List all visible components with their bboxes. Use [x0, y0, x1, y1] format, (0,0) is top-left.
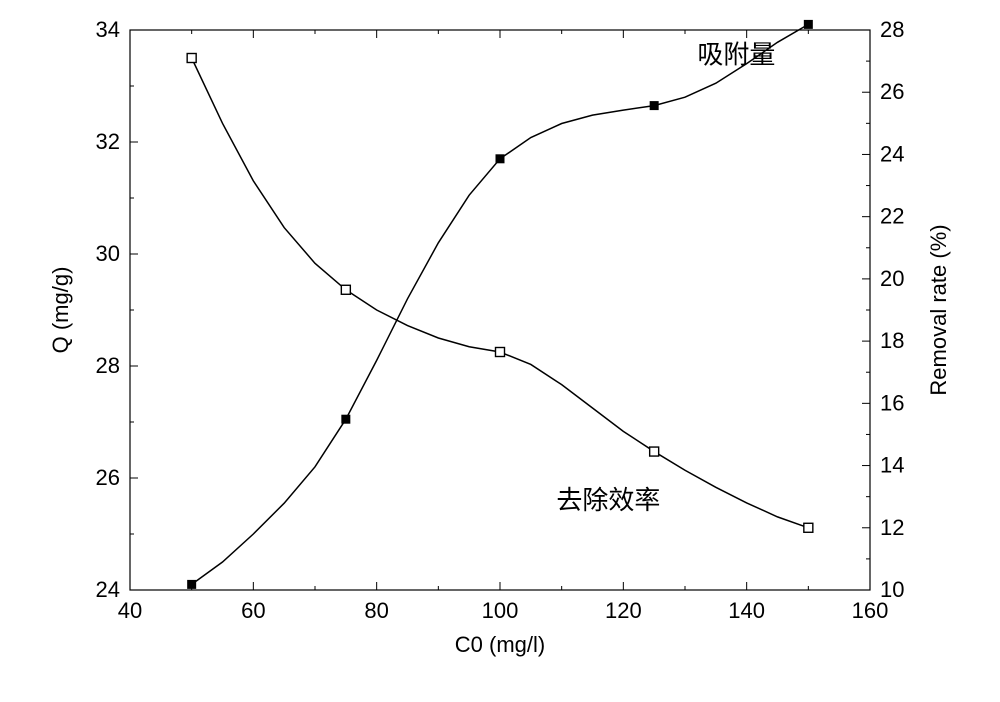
adsorption-line — [192, 24, 809, 584]
removal-marker — [187, 54, 196, 63]
yr-tick-label: 16 — [880, 390, 904, 415]
yr-tick-label: 18 — [880, 328, 904, 353]
x-tick-label: 80 — [364, 598, 388, 623]
adsorption-marker — [804, 20, 813, 29]
yr-tick-label: 20 — [880, 266, 904, 291]
yr-tick-label: 22 — [880, 204, 904, 229]
yl-axis-label: Q (mg/g) — [48, 267, 73, 354]
yr-tick-label: 10 — [880, 577, 904, 602]
plot-border — [130, 30, 870, 590]
yr-tick-label: 14 — [880, 453, 904, 478]
removal-marker — [650, 447, 659, 456]
removal-line — [192, 58, 809, 528]
x-tick-label: 120 — [605, 598, 642, 623]
dual-axis-chart: 4060801001201401602426283032341012141618… — [0, 0, 1000, 702]
yr-axis-label: Removal rate (%) — [926, 224, 951, 395]
x-tick-label: 60 — [241, 598, 265, 623]
yl-tick-label: 32 — [96, 129, 120, 154]
yl-tick-label: 28 — [96, 353, 120, 378]
adsorption-marker — [496, 154, 505, 163]
removal-marker — [804, 523, 813, 532]
removal-marker — [496, 348, 505, 357]
adsorption-marker — [341, 415, 350, 424]
yl-tick-label: 24 — [96, 577, 120, 602]
yr-tick-label: 26 — [880, 79, 904, 104]
x-tick-label: 140 — [728, 598, 765, 623]
x-tick-label: 40 — [118, 598, 142, 623]
removal-label: 去除效率 — [556, 485, 660, 515]
yr-tick-label: 28 — [880, 17, 904, 42]
yl-tick-label: 34 — [96, 17, 120, 42]
adsorption-marker — [187, 580, 196, 589]
yr-tick-label: 24 — [880, 141, 904, 166]
yl-tick-label: 26 — [96, 465, 120, 490]
x-tick-label: 100 — [482, 598, 519, 623]
adsorption-marker — [650, 101, 659, 110]
adsorption-label: 吸附量 — [697, 40, 775, 70]
x-axis-label: C0 (mg/l) — [455, 632, 545, 657]
yl-tick-label: 30 — [96, 241, 120, 266]
yr-tick-label: 12 — [880, 515, 904, 540]
removal-marker — [341, 285, 350, 294]
